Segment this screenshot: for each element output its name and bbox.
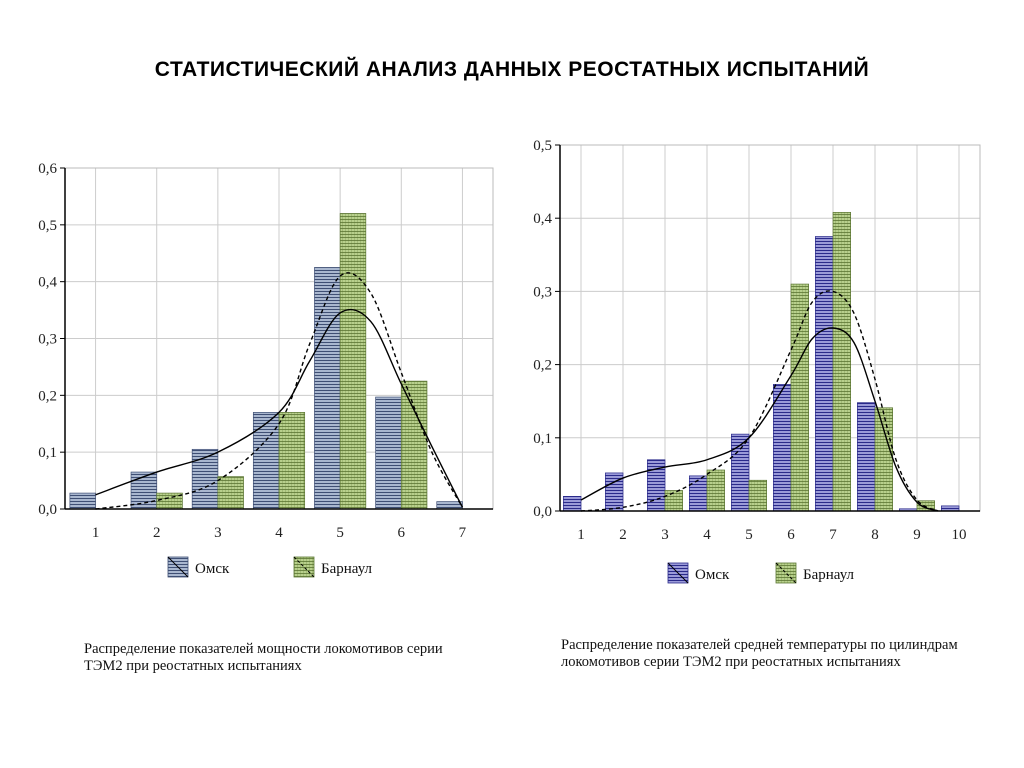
fit-curve-dashed xyxy=(95,272,464,510)
fit-curve-solid xyxy=(580,327,939,512)
bar-barnaul-6 xyxy=(400,380,428,510)
x-tick-label: 4 xyxy=(703,527,711,543)
bar-omsk-10 xyxy=(941,505,960,512)
fit-curve-solid xyxy=(95,308,464,508)
legend-label-barnaul: Барнаул xyxy=(321,561,373,577)
bar-barnaul-5 xyxy=(339,213,367,510)
legend-label-omsk: Омск xyxy=(195,561,230,577)
x-tick-label: 10 xyxy=(952,527,967,543)
temperature-distribution-chart: 0,0 0,1 0,2 0,3 0,4 0,5 1 2 3 4 5 6 7 8 9 10 Омск Барнаул xyxy=(520,130,990,595)
bar-omsk-4 xyxy=(689,475,708,512)
y-tick-label: 0,3 xyxy=(38,332,57,348)
y-tick-label: 0,0 xyxy=(533,504,552,520)
legend-swatch-barnaul xyxy=(293,556,315,578)
bar-barnaul-8 xyxy=(874,407,893,512)
legend-swatch-barnaul xyxy=(775,562,797,584)
legend-label-barnaul: Барнаул xyxy=(803,567,855,583)
legend-label-omsk: Омск xyxy=(695,567,730,583)
legend: Омск Барнаул xyxy=(667,562,855,584)
bar-barnaul-4 xyxy=(278,412,306,510)
bar-omsk-5 xyxy=(314,267,341,510)
bar-barnaul-5 xyxy=(748,479,767,512)
bar-omsk-6 xyxy=(375,396,402,510)
y-tick-label: 0,5 xyxy=(533,138,552,154)
bar-omsk-1 xyxy=(563,496,582,512)
power-chart-svg: 0,0 0,1 0,2 0,3 0,4 0,5 0,6 1 2 3 4 5 6 7 Омск Барнаул xyxy=(38,161,494,578)
x-tick-label: 3 xyxy=(661,527,669,543)
bar-barnaul-4 xyxy=(706,469,725,512)
y-tick-label: 0,6 xyxy=(38,161,57,177)
x-tick-label: 3 xyxy=(214,525,222,541)
x-tick-label: 7 xyxy=(459,525,467,541)
temperature-chart-svg: 0,0 0,1 0,2 0,3 0,4 0,5 1 2 3 4 5 6 7 8 9 10 Омск Барнаул xyxy=(533,138,981,584)
bar-omsk-6 xyxy=(773,384,792,512)
bar-omsk-4 xyxy=(252,412,280,510)
x-tick-label: 2 xyxy=(153,525,161,541)
bar-omsk-1 xyxy=(69,492,96,510)
bar-omsk-8 xyxy=(857,402,876,512)
y-tick-label: 0,4 xyxy=(533,211,552,227)
bar-omsk-7 xyxy=(436,501,463,510)
y-tick-label: 0,2 xyxy=(38,388,57,404)
y-tick-label: 0,5 xyxy=(38,218,57,234)
power-chart-caption: Распределение показателей мощности локом… xyxy=(84,641,443,674)
grid xyxy=(559,144,981,512)
bar-omsk-3 xyxy=(191,448,219,510)
x-tick-label: 4 xyxy=(275,525,283,541)
fit-curve-dashed xyxy=(580,290,939,512)
x-tick-label: 2 xyxy=(619,527,627,543)
y-tick-label: 0,1 xyxy=(533,431,552,447)
x-tick-label: 8 xyxy=(871,527,879,543)
y-tick-label: 0,4 xyxy=(38,275,57,291)
x-tick-label: 6 xyxy=(787,527,795,543)
bar-omsk-2 xyxy=(130,471,158,510)
bar-barnaul-6 xyxy=(790,283,809,512)
x-tick-label: 9 xyxy=(913,527,921,543)
x-tick-label: 1 xyxy=(92,525,100,541)
legend: Омск Барнаул xyxy=(167,556,373,578)
y-tick-label: 0,3 xyxy=(533,284,552,300)
bar-barnaul-7 xyxy=(832,211,851,512)
x-tick-label: 5 xyxy=(745,527,753,543)
y-tick-label: 0,0 xyxy=(38,502,57,518)
y-tick-label: 0,2 xyxy=(533,358,552,374)
bar-omsk-7 xyxy=(815,236,834,512)
x-tick-label: 6 xyxy=(398,525,406,541)
bar-barnaul-3 xyxy=(664,490,683,512)
bar-barnaul-3 xyxy=(217,476,244,510)
page-title: СТАТИСТИЧЕСКИЙ АНАЛИЗ ДАННЫХ РЕОСТАТНЫХ … xyxy=(154,58,870,81)
x-tick-label: 5 xyxy=(336,525,344,541)
x-tick-label: 1 xyxy=(577,527,585,543)
x-tick-label: 7 xyxy=(829,527,837,543)
y-tick-label: 0,1 xyxy=(38,445,57,461)
temperature-chart-caption: Распределение показателей средней темпер… xyxy=(561,637,958,670)
power-distribution-chart: 0,0 0,1 0,2 0,3 0,4 0,5 0,6 1 2 3 4 5 6 7 Омск Барнаул xyxy=(30,150,510,595)
